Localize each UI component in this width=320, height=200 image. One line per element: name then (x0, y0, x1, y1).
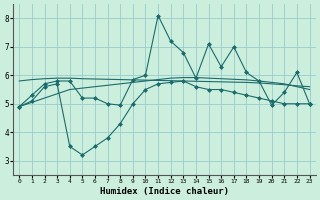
X-axis label: Humidex (Indice chaleur): Humidex (Indice chaleur) (100, 187, 229, 196)
